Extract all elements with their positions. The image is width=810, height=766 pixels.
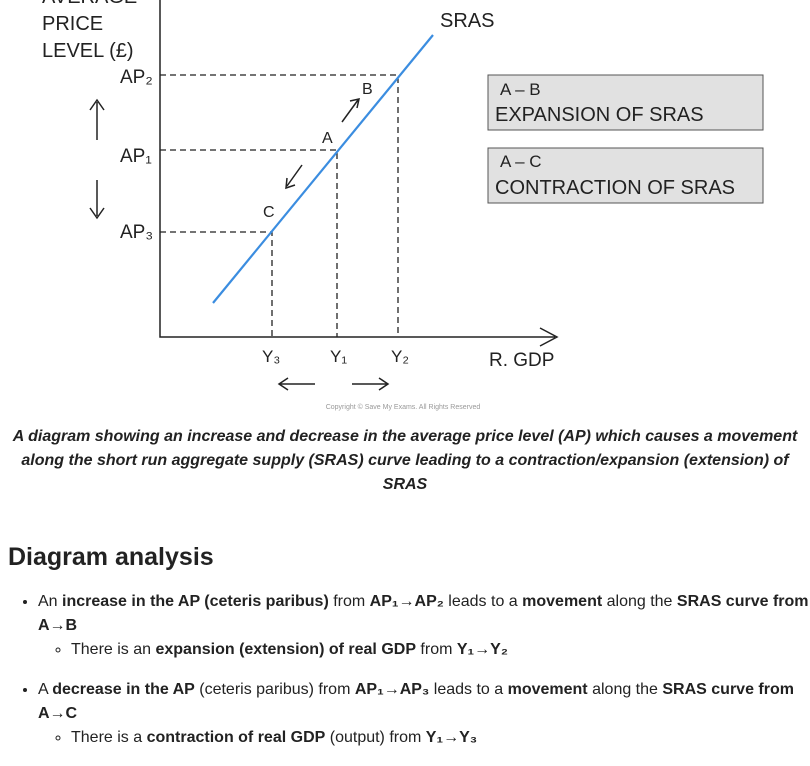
sub-bullet: There is an expansion (extension) of rea… xyxy=(71,638,810,662)
movement-arrows xyxy=(285,98,360,190)
x-axis-label: R. GDP xyxy=(489,350,554,371)
text-segment: (output) from xyxy=(325,729,426,746)
text-segment: There is a xyxy=(71,729,147,746)
text-segment: There is an xyxy=(71,641,156,658)
text-segment: movement xyxy=(507,681,588,698)
text-segment: AP₁→AP₂ xyxy=(369,593,444,610)
text-segment: SRAS curve from A→C xyxy=(38,681,794,722)
section-heading: Diagram analysis xyxy=(8,543,214,571)
text-segment: along the xyxy=(587,681,663,698)
guide-lines xyxy=(160,74,399,337)
axes xyxy=(159,0,559,347)
text-segment: SRAS curve from A→B xyxy=(38,593,809,634)
output-label: Y₁ xyxy=(330,347,347,366)
text-segment: leads to a xyxy=(443,593,523,610)
text-segment: increase in the AP (ceteris paribus) xyxy=(62,593,329,610)
text-segment: decrease in the AP xyxy=(52,681,195,698)
text-segment: from xyxy=(415,641,457,658)
price-level-label: AP₁ xyxy=(120,146,152,167)
text-segment: contraction of real GDP xyxy=(146,729,326,746)
output-arrows xyxy=(277,377,390,391)
bullet: A decrease in the AP (ceteris paribus) f… xyxy=(38,678,810,750)
copyright: Copyright © Save My Exams. All Rights Re… xyxy=(326,403,481,411)
box xyxy=(487,74,764,131)
box-text: CONTRACTION OF SRAS xyxy=(495,177,735,199)
curve-label: SRAS xyxy=(440,10,494,32)
output-label: Y₂ xyxy=(391,347,409,366)
y-axis-label: PRICE xyxy=(42,13,103,35)
text-segment: Y₁→Y₂ xyxy=(456,641,508,658)
point-label: A xyxy=(322,130,333,147)
diagram: AVERAGE PRICE LEVEL (£) SRAS AP₂ AP₁ AP₃… xyxy=(42,0,764,411)
text-segment: along the xyxy=(602,593,677,610)
bullet-list: An increase in the AP (ceteris paribus) … xyxy=(0,590,810,766)
y-axis-label: LEVEL (£) xyxy=(42,40,134,62)
y-axis-label: AVERAGE xyxy=(42,0,137,8)
point-label: B xyxy=(362,81,373,98)
caption: A diagram showing an increase and decrea… xyxy=(12,428,798,493)
text-segment: expansion (extension) of real GDP xyxy=(155,641,416,658)
price-level-label: AP₂ xyxy=(120,67,153,88)
text-segment: (ceteris paribus) from xyxy=(194,681,355,698)
price-level-label: AP₃ xyxy=(120,222,153,243)
box-title: A – B xyxy=(500,80,541,99)
output-label: Y₃ xyxy=(262,347,280,366)
text-segment: leads to a xyxy=(429,681,508,698)
text-segment: AP₁→AP₃ xyxy=(354,681,430,698)
sub-list: There is an expansion (extension) of rea… xyxy=(38,638,810,662)
sub-list: There is a contraction of real GDP (outp… xyxy=(38,726,810,750)
page: AVERAGE PRICE LEVEL (£) SRAS AP₂ AP₁ AP₃… xyxy=(0,0,810,750)
point-label: C xyxy=(263,204,275,221)
text-segment: Y₁→Y₃ xyxy=(425,729,478,746)
text-segment: from xyxy=(328,593,370,610)
text-segment: An xyxy=(38,593,63,610)
bullet: An increase in the AP (ceteris paribus) … xyxy=(38,590,810,662)
box-title: A – C xyxy=(500,152,542,171)
text-segment: A xyxy=(38,681,53,698)
box xyxy=(487,147,764,204)
sub-bullet: There is a contraction of real GDP (outp… xyxy=(71,726,810,750)
box-text: EXPANSION OF SRAS xyxy=(495,104,704,126)
text-segment: movement xyxy=(522,593,603,610)
price-arrows xyxy=(89,98,105,220)
sras-curve xyxy=(212,34,434,304)
